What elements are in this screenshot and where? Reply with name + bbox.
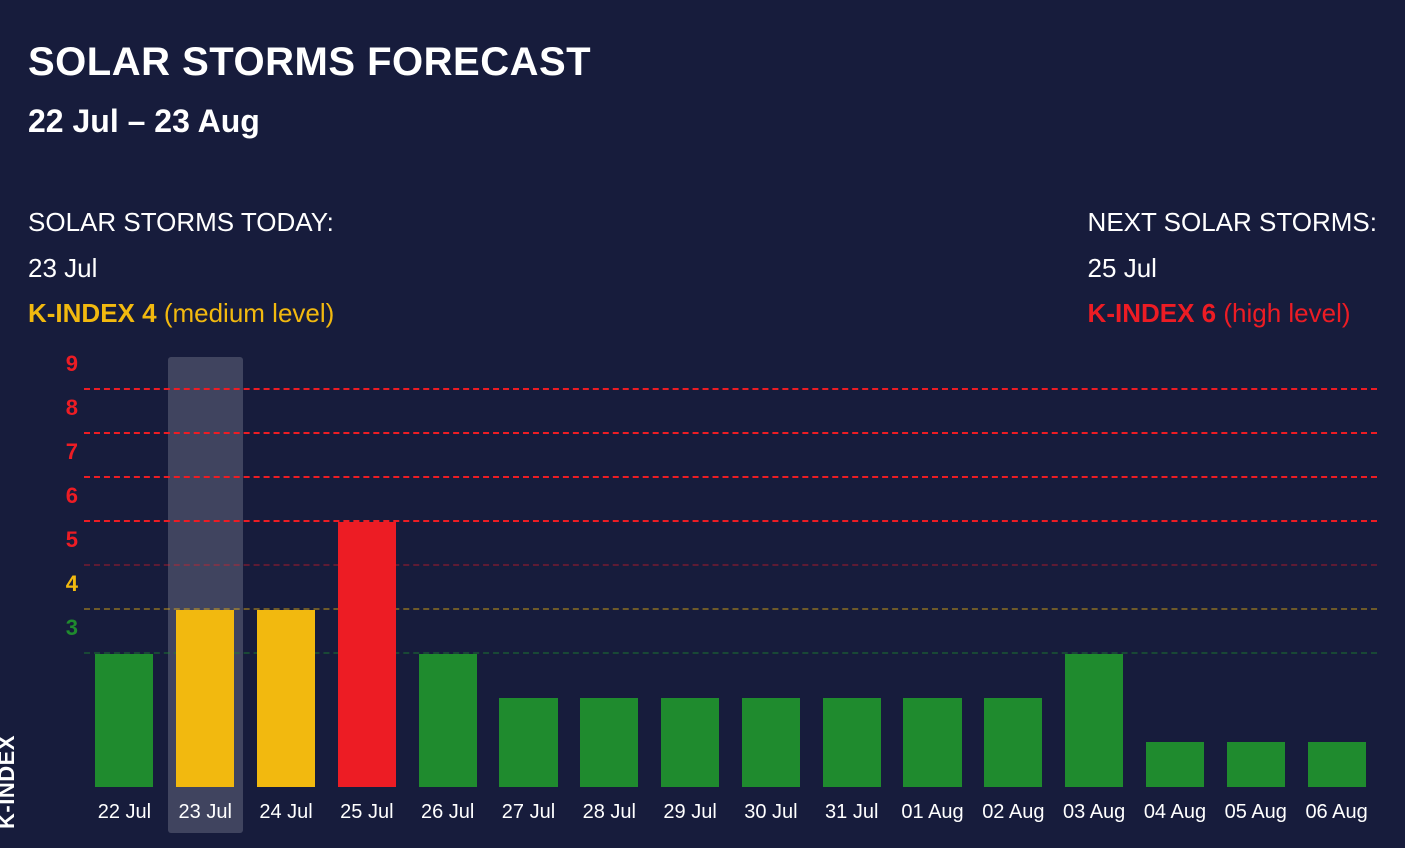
today-level-desc: (medium level) (164, 298, 335, 328)
today-heading: SOLAR STORMS TODAY: (28, 200, 334, 246)
bar-slot (811, 377, 892, 787)
x-tick-label: 01 Aug (892, 801, 973, 824)
next-kindex-label: K-INDEX 6 (1088, 298, 1217, 328)
bar-slot (569, 377, 650, 787)
x-tick-label: 25 Jul (326, 801, 407, 824)
bar-slot (246, 377, 327, 787)
bar (661, 698, 719, 786)
bars-container (84, 377, 1377, 787)
bar (419, 654, 477, 786)
y-tick: 8 (50, 395, 78, 421)
info-row: SOLAR STORMS TODAY: 23 Jul K-INDEX 4 (me… (28, 200, 1377, 337)
bar-slot (1296, 377, 1377, 787)
bar (1065, 654, 1123, 786)
bar-slot (1054, 377, 1135, 787)
next-heading: NEXT SOLAR STORMS: (1088, 200, 1377, 246)
y-tick: 5 (50, 527, 78, 553)
bar (176, 610, 234, 786)
bar (1227, 742, 1285, 786)
x-tick-label: 30 Jul (731, 801, 812, 824)
x-tick-label: 31 Jul (811, 801, 892, 824)
next-kindex: K-INDEX 6 (high level) (1088, 291, 1377, 337)
bar-slot (1215, 377, 1296, 787)
next-date: 25 Jul (1088, 246, 1377, 292)
bar-slot (165, 377, 246, 787)
next-block: NEXT SOLAR STORMS: 25 Jul K-INDEX 6 (hig… (1088, 200, 1377, 337)
today-kindex: K-INDEX 4 (medium level) (28, 291, 334, 337)
x-tick-label: 29 Jul (650, 801, 731, 824)
x-tick-label: 06 Aug (1296, 801, 1377, 824)
y-tick: 6 (50, 483, 78, 509)
kindex-chart: K-INDEX 3456789 22 Jul23 Jul24 Jul25 Jul… (28, 377, 1377, 847)
today-date: 23 Jul (28, 246, 334, 292)
bar (257, 610, 315, 786)
today-kindex-label: K-INDEX 4 (28, 298, 157, 328)
bar-slot (326, 377, 407, 787)
bar (1146, 742, 1204, 786)
bar-slot (650, 377, 731, 787)
y-tick: 4 (50, 571, 78, 597)
bar-slot (1135, 377, 1216, 787)
page-title: SOLAR STORMS FORECAST (28, 40, 1377, 85)
next-level-desc: (high level) (1223, 298, 1350, 328)
bar-slot (488, 377, 569, 787)
x-tick-label: 02 Aug (973, 801, 1054, 824)
bar (984, 698, 1042, 786)
date-range: 22 Jul – 23 Aug (28, 103, 1377, 140)
gridline (84, 432, 1377, 434)
gridline (84, 564, 1377, 566)
bar-slot (84, 377, 165, 787)
plot-area: 3456789 (84, 377, 1377, 787)
gridline (84, 520, 1377, 522)
today-block: SOLAR STORMS TODAY: 23 Jul K-INDEX 4 (me… (28, 200, 334, 337)
bar (95, 654, 153, 786)
bar (823, 698, 881, 786)
bar (903, 698, 961, 786)
y-tick: 7 (50, 439, 78, 465)
x-tick-label: 04 Aug (1135, 801, 1216, 824)
y-axis-title: K-INDEX (0, 735, 20, 829)
x-labels: 22 Jul23 Jul24 Jul25 Jul26 Jul27 Jul28 J… (84, 801, 1377, 824)
bar-slot (731, 377, 812, 787)
x-tick-label: 24 Jul (246, 801, 327, 824)
y-tick: 3 (50, 615, 78, 641)
x-tick-label: 03 Aug (1054, 801, 1135, 824)
bar (580, 698, 638, 786)
x-tick-label: 26 Jul (407, 801, 488, 824)
x-tick-label: 27 Jul (488, 801, 569, 824)
bar (742, 698, 800, 786)
bar-slot (973, 377, 1054, 787)
x-tick-label: 05 Aug (1215, 801, 1296, 824)
gridline (84, 388, 1377, 390)
y-tick: 9 (50, 351, 78, 377)
x-tick-label: 22 Jul (84, 801, 165, 824)
bar (499, 698, 557, 786)
bar (1308, 742, 1366, 786)
bar (338, 522, 396, 787)
x-tick-label: 28 Jul (569, 801, 650, 824)
bar-slot (407, 377, 488, 787)
bar-slot (892, 377, 973, 787)
gridline (84, 476, 1377, 478)
